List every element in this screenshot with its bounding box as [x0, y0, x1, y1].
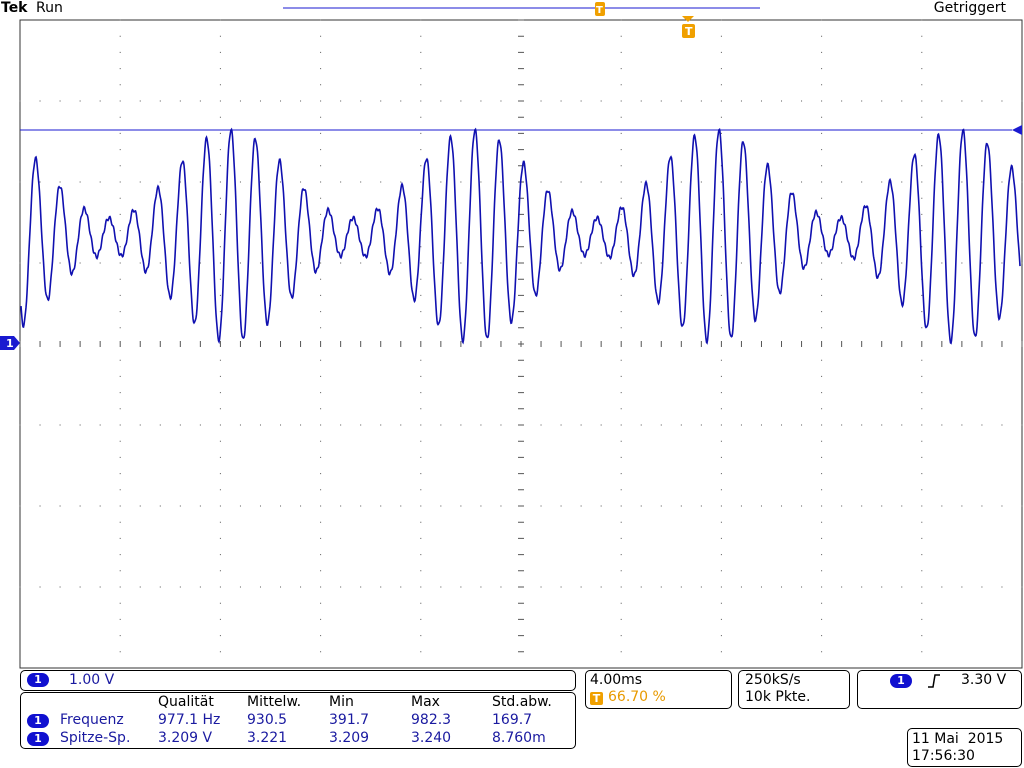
- timebase-box: 4.00ms T 66.70 %: [585, 670, 732, 709]
- time: 17:56:30: [912, 748, 975, 764]
- ground-marker: 1: [6, 337, 14, 350]
- trigger-slope-icon: [928, 674, 940, 688]
- waveform: [20, 127, 1021, 345]
- sample-rate: 250kS/s: [745, 672, 801, 688]
- timebase-scale: 4.00ms: [590, 672, 643, 688]
- measurement-value: 982.3: [411, 712, 452, 728]
- trigger-channel: 1: [890, 674, 912, 688]
- acquisition-box: 250kS/s 10k Pkte.: [738, 670, 850, 709]
- measurement-value: 391.7: [329, 712, 370, 728]
- measurement-channel: 1: [27, 732, 49, 746]
- run-status: Run: [36, 0, 63, 16]
- position-marker-box: [595, 2, 605, 16]
- trigger-box: 1 3.30 V: [857, 670, 1022, 709]
- trigger-position-icon: T: [590, 692, 603, 705]
- measurement-value: 3.221: [247, 730, 288, 746]
- trigger-state: Getriggert: [933, 0, 1006, 16]
- measurement-value: 930.5: [247, 712, 288, 728]
- measurement-value: 3.209: [329, 730, 370, 746]
- trigger-arrow: [682, 16, 694, 22]
- measurement-value: 3.209 V: [158, 730, 213, 746]
- trigger-level: 3.30 V: [961, 672, 1007, 688]
- measurement-channel: 1: [27, 714, 49, 728]
- channel-badge: 1: [27, 673, 49, 687]
- channel-scale: 1.00 V: [69, 672, 115, 688]
- graticule: [19, 19, 1023, 653]
- trigger-position: 66.70 %: [608, 689, 666, 705]
- measurement-box: Qualität Mittelw. Min Max Std.abw. 1 Freq…: [20, 692, 576, 749]
- measurement-value: 3.240: [411, 730, 452, 746]
- record-length: 10k Pkte.: [745, 689, 811, 705]
- measurement-header: Mittelw.: [247, 694, 302, 710]
- position-marker: T: [596, 5, 603, 16]
- datetime-box: 11 Mai 2015 17:56:30: [907, 728, 1022, 767]
- channel-box: 1 1.00 V: [20, 670, 576, 691]
- measurement-header: Std.abw.: [492, 694, 552, 710]
- trigger-marker: T: [685, 25, 693, 38]
- measurement-value: 977.1 Hz: [158, 712, 221, 728]
- graticule-dots: [19, 19, 1023, 653]
- trigger-level-marker: [1012, 125, 1022, 135]
- measurement-name: Frequenz: [60, 712, 124, 728]
- measurement-header: Max: [411, 694, 440, 710]
- measurement-header: Min: [329, 694, 354, 710]
- measurement-header: Qualität: [158, 694, 214, 710]
- date: 11 Mai 2015: [912, 731, 1004, 747]
- trigger-marker-box: [682, 24, 695, 38]
- measurement-value: 169.7: [492, 712, 533, 728]
- ground-marker-shape: [0, 336, 20, 350]
- measurement-value: 8.760m: [492, 730, 546, 746]
- brand: Tek: [1, 0, 28, 16]
- measurement-name: Spitze-Sp.: [60, 730, 131, 746]
